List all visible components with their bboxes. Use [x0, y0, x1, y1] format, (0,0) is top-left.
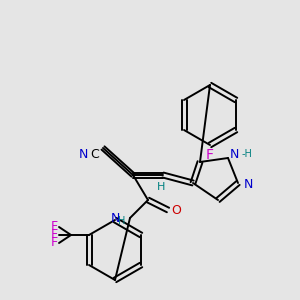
- Text: F: F: [206, 148, 214, 162]
- Text: N: N: [78, 148, 88, 160]
- Text: F: F: [50, 236, 58, 250]
- Text: N: N: [243, 178, 253, 191]
- Text: H: H: [118, 216, 125, 226]
- Text: O: O: [171, 203, 181, 217]
- Text: N: N: [229, 148, 239, 160]
- Text: N: N: [111, 212, 120, 226]
- Text: C: C: [91, 148, 99, 160]
- Text: H: H: [157, 182, 165, 192]
- Text: -H: -H: [242, 149, 253, 159]
- Text: F: F: [50, 220, 58, 233]
- Text: F: F: [50, 229, 58, 242]
